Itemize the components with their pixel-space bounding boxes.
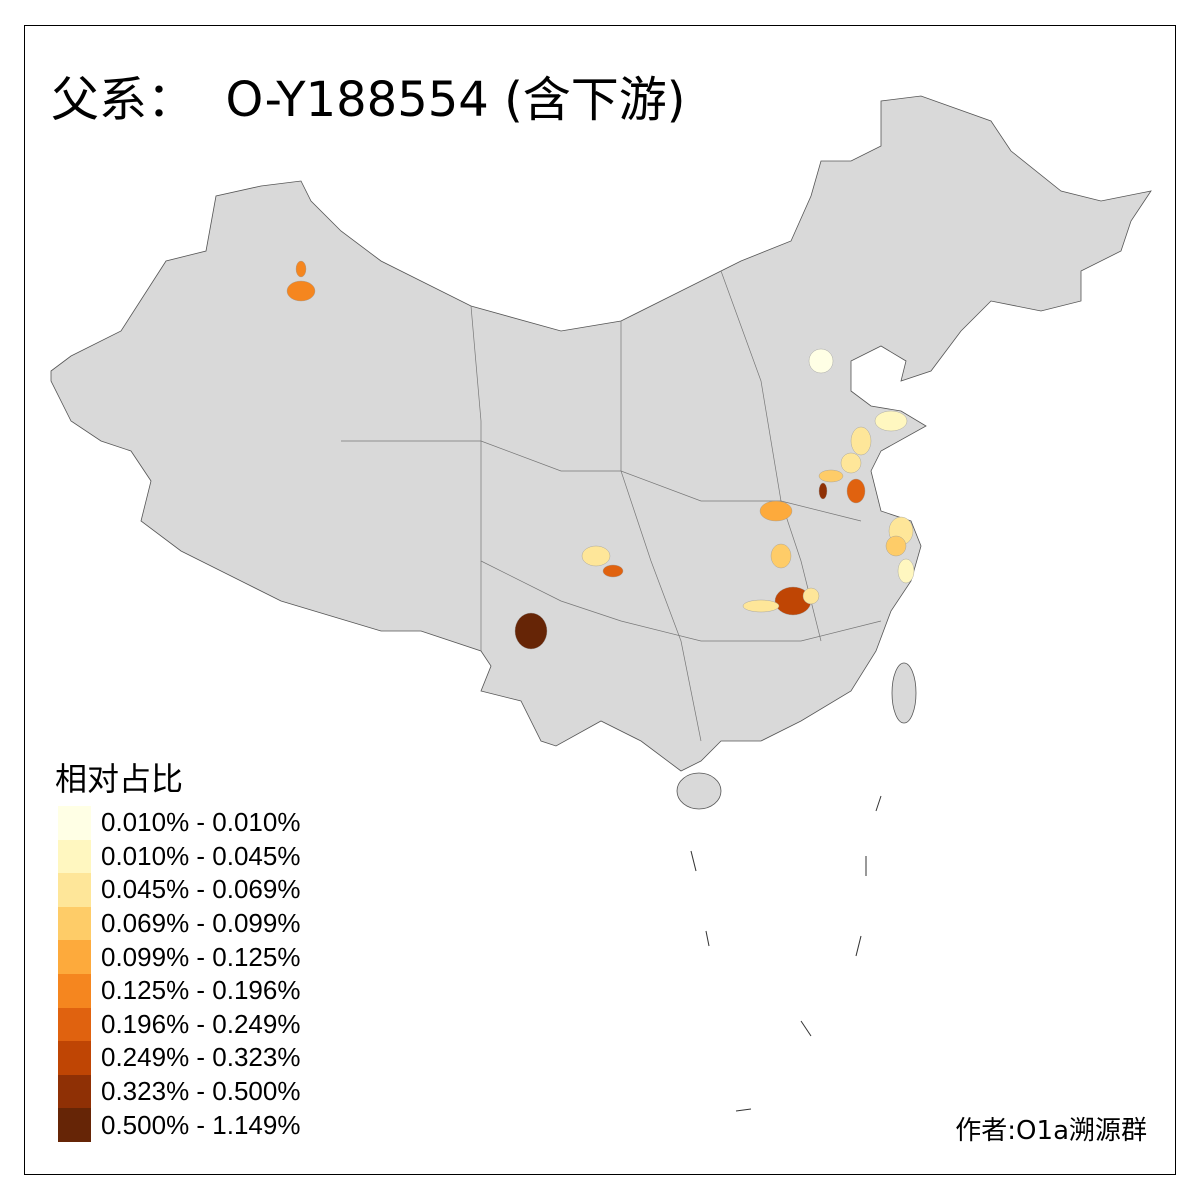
map-title: 父系： O-Y188554 (含下游)	[51, 72, 686, 128]
highlighted-regions	[286, 260, 915, 650]
legend-label: 0.323% - 0.500%	[101, 1076, 301, 1107]
legend-swatch	[58, 839, 91, 874]
legend-item: 0.045% - 0.069%	[58, 873, 300, 907]
legend-item: 0.069% - 0.099%	[58, 906, 301, 941]
highlighted-region	[286, 280, 316, 302]
highlighted-region	[897, 558, 915, 584]
legend-swatch	[58, 1007, 91, 1042]
legend-item: 0.010% - 0.045%	[58, 839, 301, 874]
highlighted-region	[742, 599, 780, 613]
highlighted-region	[840, 452, 862, 474]
legend-swatch	[58, 873, 91, 907]
legend-swatch	[58, 906, 91, 941]
south-china-sea-islands	[690, 795, 882, 1112]
legend-item: 0.125% - 0.196%	[58, 973, 301, 1008]
legend-swatch	[58, 1041, 91, 1075]
legend-label: 0.500% - 1.149%	[101, 1109, 301, 1140]
highlighted-region	[514, 612, 548, 650]
highlighted-region	[770, 543, 792, 569]
highlighted-region	[808, 348, 834, 374]
legend-item: 0.099% - 0.125%	[58, 940, 300, 974]
legend-item: 0.323% - 0.500%	[58, 1074, 301, 1109]
legend-swatch	[58, 1108, 91, 1142]
highlighted-region	[818, 469, 844, 483]
legend: 0.010% - 0.010% 0.010% - 0.045% 0.045% - 0…	[58, 806, 300, 1142]
hainan	[676, 772, 722, 810]
legend-label: 0.069% - 0.099%	[101, 908, 301, 939]
legend-label: 0.099% - 0.125%	[101, 941, 301, 972]
china-map	[50, 95, 1152, 1112]
highlighted-region	[295, 260, 307, 278]
taiwan	[891, 662, 917, 724]
province-borders	[341, 270, 882, 742]
legend-swatch	[58, 973, 91, 1008]
highlighted-region	[885, 535, 907, 557]
highlighted-region	[818, 482, 828, 500]
legend-label: 0.249% - 0.323%	[101, 1042, 301, 1073]
highlighted-region	[581, 545, 611, 567]
legend-label: 0.045% - 0.069%	[101, 874, 301, 905]
legend-label: 0.010% - 0.010%	[101, 807, 301, 838]
author-credit: 作者:O1a溯源群	[955, 1116, 1147, 1146]
highlighted-region	[759, 500, 793, 522]
legend-item: 0.196% - 0.249%	[58, 1007, 301, 1042]
china-mainland	[50, 95, 1152, 772]
highlighted-region	[846, 478, 866, 504]
highlighted-region	[874, 410, 908, 432]
map-frame: 父系： O-Y188554 (含下游) 相对占比 0.010% - 0.010%…	[24, 25, 1176, 1175]
legend-title: 相对占比	[55, 760, 184, 798]
legend-label: 0.196% - 0.249%	[101, 1008, 301, 1039]
legend-label: 0.010% - 0.045%	[101, 840, 301, 871]
legend-swatch	[58, 1074, 91, 1109]
legend-item: 0.010% - 0.010%	[58, 806, 300, 840]
highlighted-region	[850, 426, 872, 456]
legend-swatch	[58, 806, 91, 840]
legend-item: 0.249% - 0.323%	[58, 1041, 300, 1075]
highlighted-region	[602, 564, 624, 578]
highlighted-region	[802, 587, 820, 605]
legend-item: 0.500% - 1.149%	[58, 1108, 300, 1142]
legend-label: 0.125% - 0.196%	[101, 975, 301, 1006]
legend-swatch	[58, 940, 91, 974]
